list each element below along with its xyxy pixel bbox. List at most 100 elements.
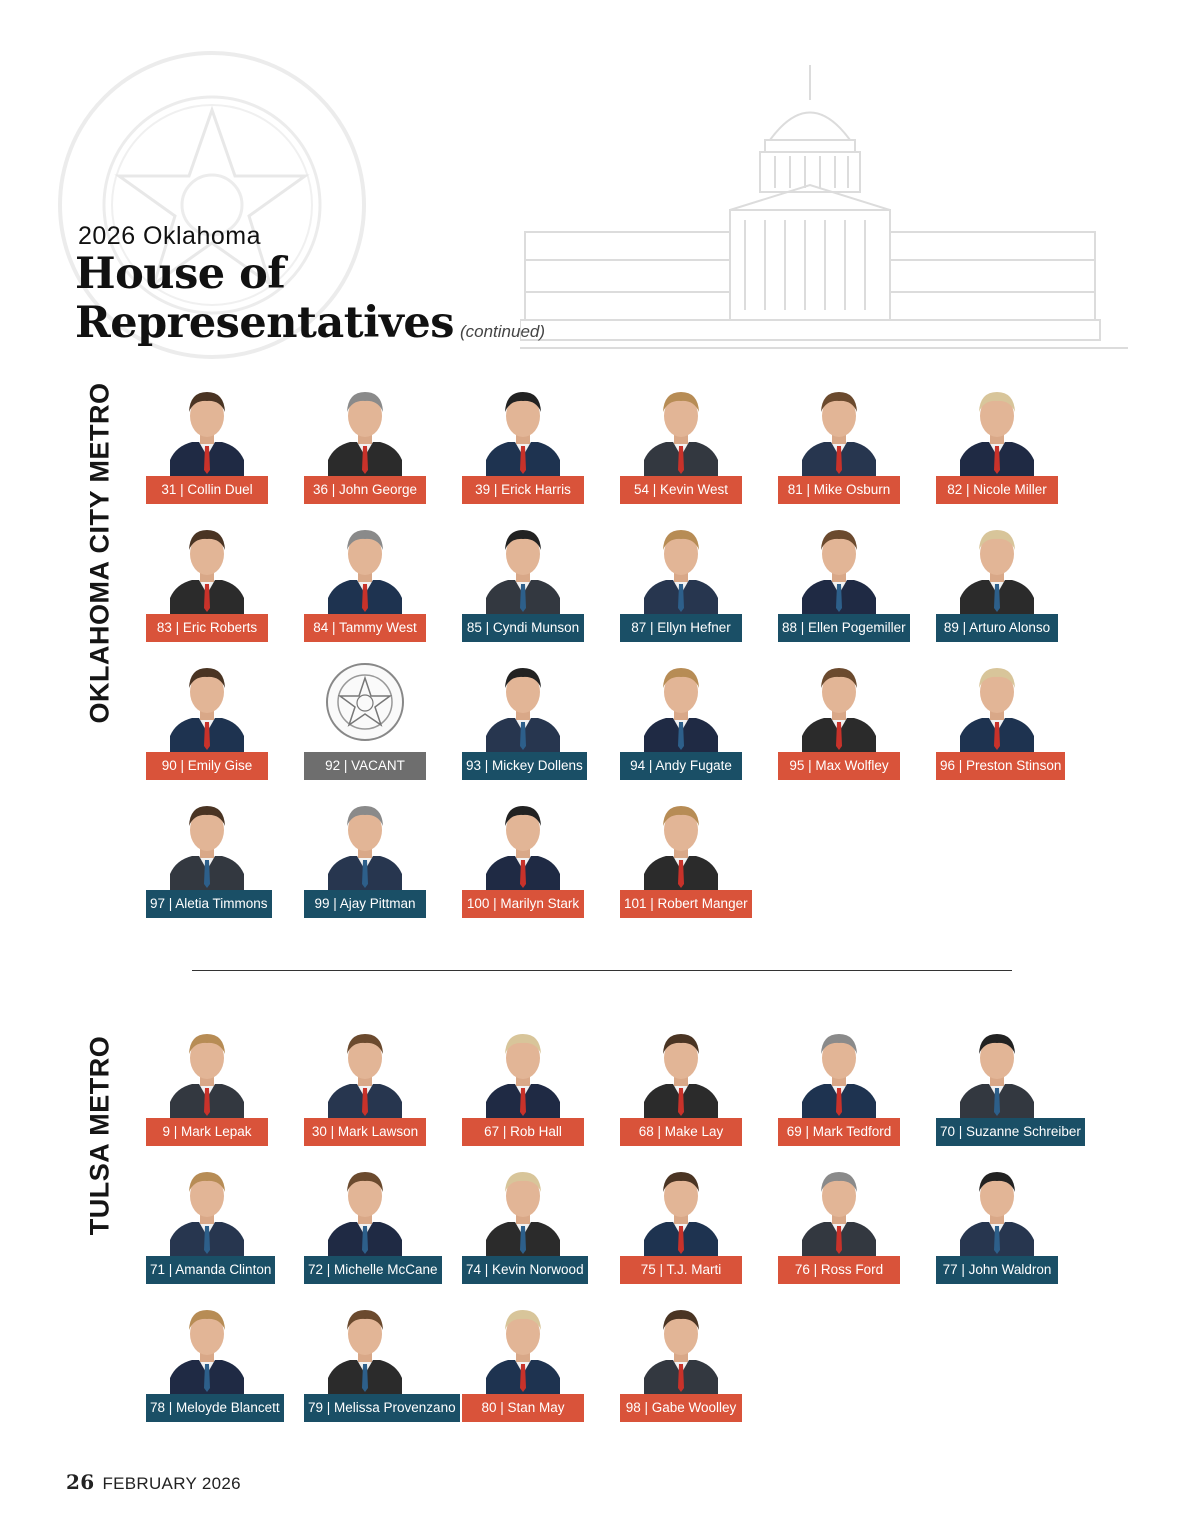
page-title: House of Representatives (continued) bbox=[75, 250, 545, 356]
member-nameplate: 75 | T.J. Marti bbox=[620, 1256, 742, 1284]
member-nameplate: 39 | Erick Harris bbox=[462, 476, 584, 504]
member-nameplate: 96 | Preston Stinson bbox=[936, 752, 1066, 780]
member-card: 68 | Make Lay bbox=[620, 1022, 742, 1150]
member-portrait bbox=[640, 1160, 722, 1256]
member-card: 92 | VACANT bbox=[304, 656, 426, 784]
member-card: 93 | Mickey Dollens bbox=[462, 656, 587, 784]
member-portrait bbox=[798, 518, 880, 614]
kicker-year-state: 2026 Oklahoma bbox=[78, 222, 262, 250]
member-nameplate: 82 | Nicole Miller bbox=[936, 476, 1058, 504]
member-card: 84 | Tammy West bbox=[304, 518, 426, 646]
member-nameplate: 90 | Emily Gise bbox=[146, 752, 268, 780]
member-portrait bbox=[166, 1022, 248, 1118]
member-nameplate: 99 | Ajay Pittman bbox=[304, 890, 426, 918]
member-nameplate: 74 | Kevin Norwood bbox=[462, 1256, 588, 1284]
member-portrait bbox=[324, 1298, 406, 1394]
member-card: 80 | Stan May bbox=[462, 1298, 584, 1426]
member-portrait bbox=[482, 1298, 564, 1394]
member-nameplate: 84 | Tammy West bbox=[304, 614, 426, 642]
member-portrait bbox=[640, 1298, 722, 1394]
member-nameplate: 30 | Mark Lawson bbox=[304, 1118, 426, 1146]
section-label-tulsa-metro: TULSA METRO bbox=[84, 1035, 115, 1236]
member-nameplate: 85 | Cyndi Munson bbox=[462, 614, 584, 642]
member-card: 95 | Max Wolfley bbox=[778, 656, 900, 784]
member-card: 97 | Aletia Timmons bbox=[146, 794, 272, 922]
member-card: 98 | Gabe Woolley bbox=[620, 1298, 742, 1426]
state-seal-watermark bbox=[58, 51, 366, 359]
member-portrait bbox=[956, 1022, 1038, 1118]
section-divider bbox=[192, 970, 1012, 971]
member-card: 100 | Marilyn Stark bbox=[462, 794, 584, 922]
member-card: 30 | Mark Lawson bbox=[304, 1022, 426, 1150]
member-nameplate: 78 | Meloyde Blancett bbox=[146, 1394, 284, 1422]
member-portrait bbox=[166, 518, 248, 614]
member-nameplate: 88 | Ellen Pogemiller bbox=[778, 614, 910, 642]
issue-date: FEBRUARY 2026 bbox=[102, 1474, 241, 1493]
member-nameplate: 92 | VACANT bbox=[304, 752, 426, 780]
page-number: 26 bbox=[66, 1470, 95, 1494]
member-nameplate: 9 | Mark Lepak bbox=[146, 1118, 268, 1146]
member-portrait bbox=[482, 656, 564, 752]
member-nameplate: 83 | Eric Roberts bbox=[146, 614, 268, 642]
member-card: 101 | Robert Manger bbox=[620, 794, 752, 922]
member-portrait bbox=[956, 380, 1038, 476]
member-portrait bbox=[324, 380, 406, 476]
member-card: 71 | Amanda Clinton bbox=[146, 1160, 276, 1288]
member-card: 94 | Andy Fugate bbox=[620, 656, 742, 784]
member-card: 78 | Meloyde Blancett bbox=[146, 1298, 284, 1426]
member-portrait bbox=[482, 794, 564, 890]
member-portrait bbox=[166, 656, 248, 752]
member-nameplate: 77 | John Waldron bbox=[936, 1256, 1058, 1284]
member-portrait bbox=[482, 518, 564, 614]
member-nameplate: 54 | Kevin West bbox=[620, 476, 742, 504]
member-nameplate: 87 | Ellyn Hefner bbox=[620, 614, 742, 642]
member-portrait bbox=[798, 656, 880, 752]
member-card: 96 | Preston Stinson bbox=[936, 656, 1066, 784]
member-portrait bbox=[640, 518, 722, 614]
member-card: 77 | John Waldron bbox=[936, 1160, 1058, 1288]
member-card: 31 | Collin Duel bbox=[146, 380, 268, 508]
member-portrait bbox=[166, 1160, 248, 1256]
state-seal-icon bbox=[324, 656, 406, 752]
member-portrait bbox=[482, 380, 564, 476]
member-card: 75 | T.J. Marti bbox=[620, 1160, 742, 1288]
member-card: 36 | John George bbox=[304, 380, 426, 508]
member-card: 87 | Ellyn Hefner bbox=[620, 518, 742, 646]
member-portrait bbox=[324, 794, 406, 890]
member-portrait bbox=[166, 794, 248, 890]
title-line-1: House of bbox=[75, 249, 286, 299]
member-portrait bbox=[482, 1160, 564, 1256]
member-card: 83 | Eric Roberts bbox=[146, 518, 268, 646]
member-portrait bbox=[798, 380, 880, 476]
member-card: 81 | Mike Osburn bbox=[778, 380, 900, 508]
member-card: 70 | Suzanne Schreiber bbox=[936, 1022, 1085, 1150]
member-card: 9 | Mark Lepak bbox=[146, 1022, 268, 1150]
member-nameplate: 79 | Melissa Provenzano bbox=[304, 1394, 460, 1422]
member-portrait bbox=[482, 1022, 564, 1118]
member-portrait bbox=[640, 656, 722, 752]
capitol-building-illustration bbox=[520, 65, 1128, 349]
member-nameplate: 69 | Mark Tedford bbox=[778, 1118, 900, 1146]
member-nameplate: 98 | Gabe Woolley bbox=[620, 1394, 742, 1422]
member-portrait bbox=[956, 518, 1038, 614]
member-nameplate: 89 | Arturo Alonso bbox=[936, 614, 1058, 642]
member-portrait bbox=[640, 794, 722, 890]
member-portrait bbox=[640, 1022, 722, 1118]
member-portrait bbox=[166, 380, 248, 476]
title-line-2: Representatives bbox=[75, 298, 454, 348]
member-card: 69 | Mark Tedford bbox=[778, 1022, 900, 1150]
member-portrait bbox=[798, 1022, 880, 1118]
member-nameplate: 94 | Andy Fugate bbox=[620, 752, 742, 780]
member-card: 39 | Erick Harris bbox=[462, 380, 584, 508]
member-card: 85 | Cyndi Munson bbox=[462, 518, 584, 646]
member-nameplate: 93 | Mickey Dollens bbox=[462, 752, 587, 780]
member-nameplate: 100 | Marilyn Stark bbox=[462, 890, 584, 918]
member-portrait bbox=[956, 656, 1038, 752]
member-portrait bbox=[640, 380, 722, 476]
member-nameplate: 72 | Michelle McCane bbox=[304, 1256, 442, 1284]
page-footer: 26 FEBRUARY 2026 bbox=[66, 1470, 241, 1494]
member-nameplate: 81 | Mike Osburn bbox=[778, 476, 900, 504]
member-nameplate: 97 | Aletia Timmons bbox=[146, 890, 272, 918]
member-card: 74 | Kevin Norwood bbox=[462, 1160, 588, 1288]
member-nameplate: 70 | Suzanne Schreiber bbox=[936, 1118, 1085, 1146]
